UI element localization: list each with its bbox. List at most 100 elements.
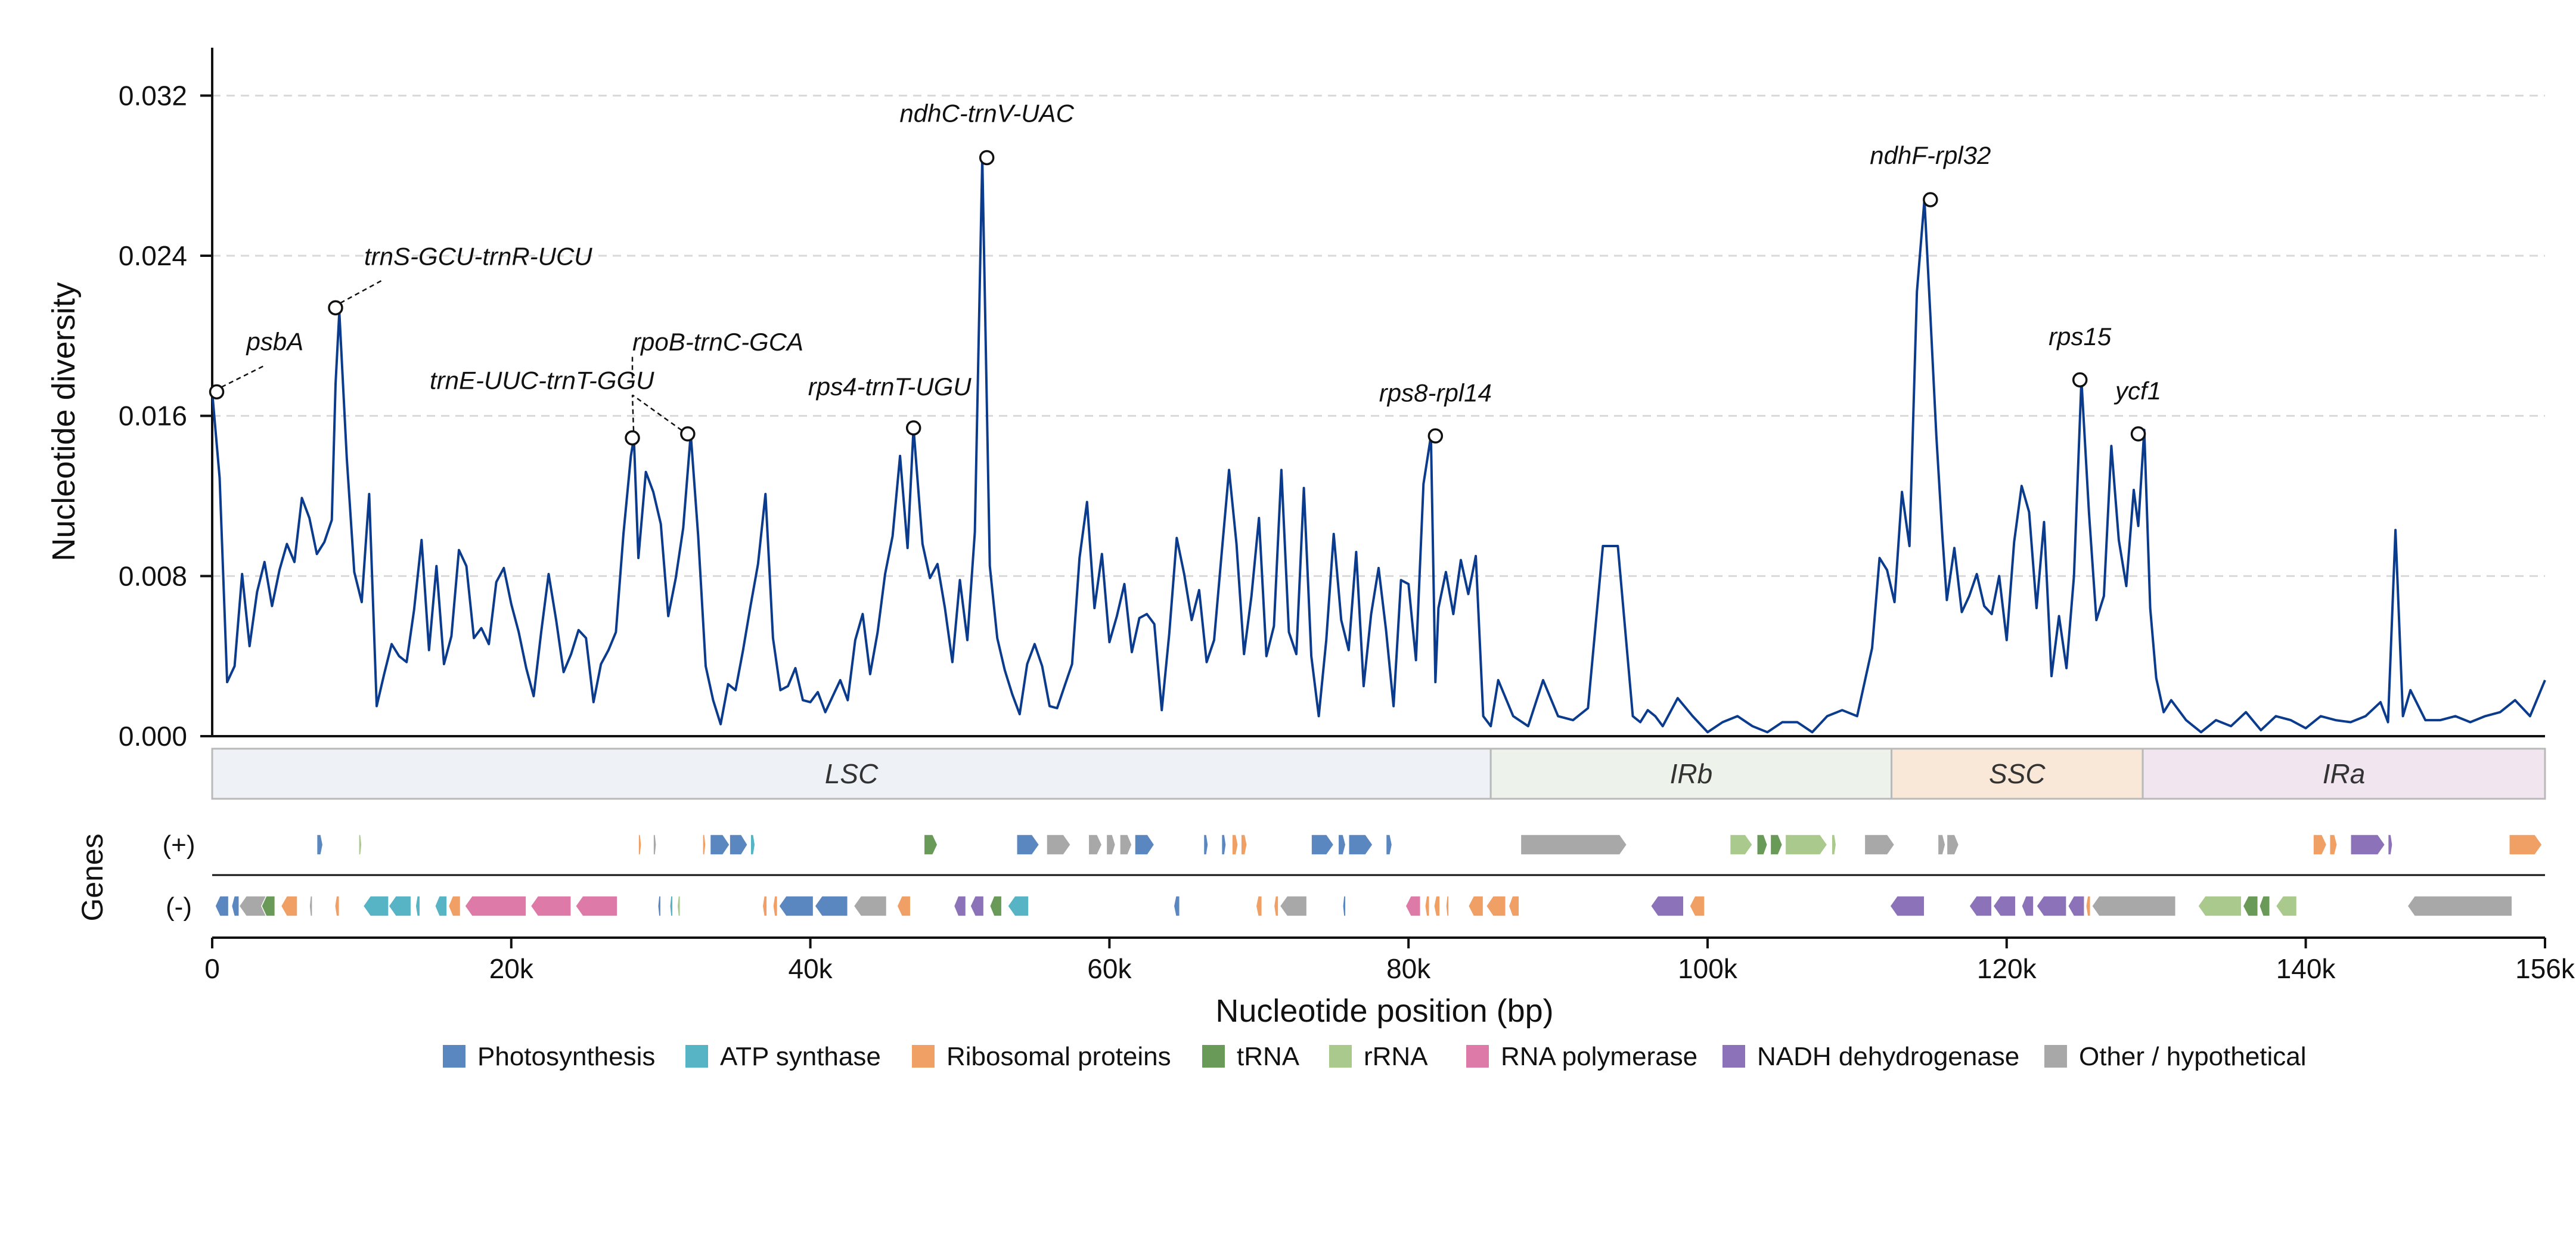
gene-arrow xyxy=(2509,834,2543,855)
gene-arrow xyxy=(1889,895,1925,917)
gene-arrow xyxy=(1784,834,1828,855)
y-tick-label: 0.000 xyxy=(119,721,187,752)
gene-arrow xyxy=(814,895,849,917)
gene-arrow xyxy=(1311,834,1334,855)
region-label: IRa xyxy=(2323,758,2366,789)
peak-label: psbA xyxy=(246,327,304,355)
gene-arrow xyxy=(1405,895,1422,917)
legend-label: Photosynthesis xyxy=(477,1042,655,1071)
legend-label: tRNA xyxy=(1237,1042,1300,1071)
gene-arrow xyxy=(989,895,1003,917)
legend-swatch xyxy=(1722,1045,1745,1068)
gene-arrow xyxy=(2407,895,2513,917)
peak-marker xyxy=(328,300,343,316)
gene-arrow xyxy=(358,834,362,855)
legend-swatch xyxy=(2044,1045,2067,1068)
gene-arrow xyxy=(448,895,461,917)
gene-arrow xyxy=(1864,834,1895,855)
peak-marker xyxy=(1427,428,1444,444)
region-ira xyxy=(2142,748,2546,800)
y-grid xyxy=(212,94,2545,577)
gene-arrow xyxy=(1119,834,1132,855)
region-label: SSC xyxy=(1989,758,2046,789)
gene-arrow xyxy=(762,895,768,917)
gene-arrow xyxy=(280,895,298,917)
gene-arrow xyxy=(1173,895,1181,917)
gene-arrow xyxy=(1385,834,1393,855)
genes-track-title: Genes xyxy=(76,833,109,921)
peak-label: ycf1 xyxy=(2113,377,2161,405)
gene-arrow xyxy=(2387,834,2393,855)
gene-arrow xyxy=(1467,895,1484,917)
gene-arrow xyxy=(1134,834,1155,855)
region-ssc xyxy=(1891,748,2144,800)
gene-arrow xyxy=(1689,895,1705,917)
gene-arrow xyxy=(434,895,448,917)
peak-marker xyxy=(905,420,921,436)
gene-arrow xyxy=(1046,834,1072,855)
gene-arrow xyxy=(953,895,967,917)
gene-arrow xyxy=(923,834,938,855)
peak-leader-line xyxy=(631,395,635,431)
gene-arrow xyxy=(575,895,618,917)
gene-arrow xyxy=(676,895,681,917)
peak-marker xyxy=(1923,192,1938,207)
gene-arrow xyxy=(772,895,778,917)
gene-arrow xyxy=(709,834,731,855)
gene-arrow xyxy=(1337,834,1346,855)
legend-label: Other / hypothetical xyxy=(2079,1042,2307,1071)
gene-arrow xyxy=(415,895,421,917)
gene-arrow xyxy=(1937,834,1946,855)
region-irb xyxy=(1489,748,1893,800)
peak-label: ndhC-trnV-UAC xyxy=(899,99,1074,127)
y-axis-title: Nucleotide diversity xyxy=(46,282,82,561)
gene-arrow xyxy=(231,895,240,917)
gene-arrow xyxy=(653,834,657,855)
gene-arrow xyxy=(1508,895,1520,917)
legend-label: Ribosomal proteins xyxy=(946,1042,1171,1071)
gene-arrow xyxy=(1831,834,1837,855)
gene-arrow xyxy=(362,895,389,917)
gene-arrow xyxy=(1946,834,1960,855)
gene-arrow xyxy=(1485,895,1507,917)
gene-arrow xyxy=(334,895,340,917)
x-tick-label: 120k xyxy=(1977,953,2037,984)
gene-arrow xyxy=(1221,834,1227,855)
region-track: LSC IRb SSC IRa xyxy=(211,748,2546,800)
gene-arrow xyxy=(2329,834,2338,855)
peak-annotations: psbA trnS-GCU-trnR-UCU trnE-UUC-trnT-GGU rp… xyxy=(209,99,2161,446)
peak-label: rps15 xyxy=(2049,322,2112,351)
gene-arrow xyxy=(309,895,313,917)
gene-arrow xyxy=(896,895,911,917)
plus-strand-label: (+) xyxy=(163,830,195,860)
gene-arrow xyxy=(2197,895,2242,917)
gene-arrow xyxy=(2313,834,2327,855)
x-tick-label: 20k xyxy=(489,953,534,984)
x-tick-label: 156k xyxy=(2515,953,2575,984)
gene-arrow xyxy=(1279,895,1308,917)
gene-arrow xyxy=(2275,895,2298,917)
gene-arrow xyxy=(750,834,756,855)
peak-marker xyxy=(2072,372,2088,387)
x-axis: 0 20k 40k 60k 80k 100k 120k 140k 156k xyxy=(204,936,2575,984)
gene-arrow xyxy=(1016,834,1040,855)
gene-arrow xyxy=(1424,895,1430,917)
diversity-line-series xyxy=(211,156,2546,734)
region-label: LSC xyxy=(825,758,879,789)
peak-marker xyxy=(2130,426,2146,442)
x-tick-label: 60k xyxy=(1087,953,1132,984)
y-axis: 0.000 0.008 0.016 0.024 0.032 xyxy=(119,48,2545,752)
gene-arrow xyxy=(778,895,814,917)
gene-arrow xyxy=(464,895,527,917)
gene-arrow xyxy=(1273,895,1279,917)
peak-label: trnS-GCU-trnR-UCU xyxy=(364,242,592,270)
legend-swatch xyxy=(1202,1045,1225,1068)
peak-label: rpoB-trnC-GCA xyxy=(632,328,803,356)
gene-arrow xyxy=(1445,895,1450,917)
gene-arrow xyxy=(1106,834,1116,855)
gene-arrow xyxy=(2242,895,2259,917)
peak-label: ndhF-rpl32 xyxy=(1870,141,1991,169)
peak-label: trnE-UUC-trnT-GGU xyxy=(430,367,654,395)
y-tick-label: 0.032 xyxy=(119,80,187,111)
